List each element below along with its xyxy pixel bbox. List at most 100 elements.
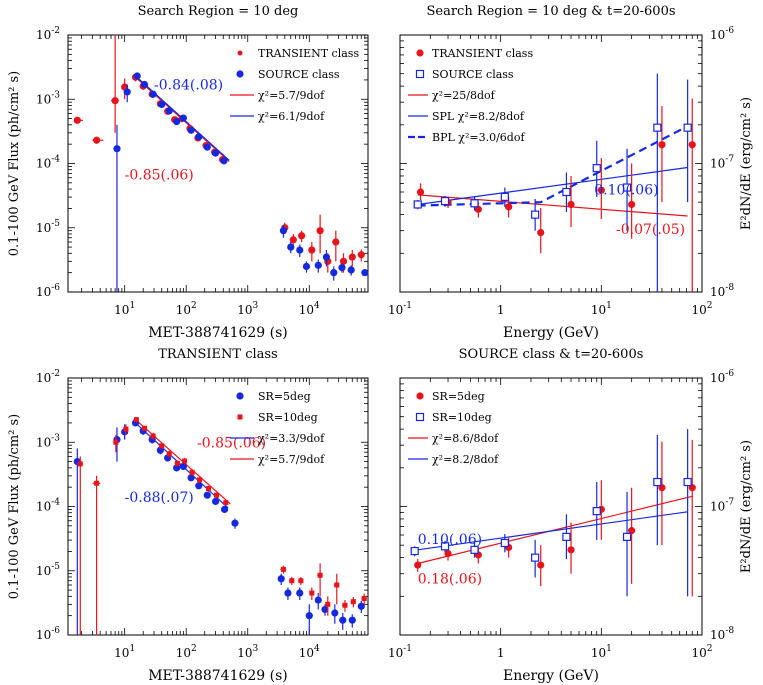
data-point: [500, 187, 509, 207]
marker-dot: [187, 126, 195, 134]
data-point: [470, 196, 479, 211]
data-point: [361, 269, 369, 277]
marker-dot: [628, 200, 636, 209]
data-point: [174, 460, 180, 467]
data-point: [347, 265, 355, 276]
data-point: [220, 505, 229, 514]
marker-dot: [123, 88, 131, 96]
marker-dot: [348, 616, 356, 624]
marker-dot: [331, 609, 339, 617]
data-point: [158, 442, 165, 450]
data-point: [123, 424, 129, 435]
y-tick-exp: -7: [725, 498, 734, 508]
x-axis-label: MET-388741629 (s): [148, 668, 288, 684]
x-tick-base: 10: [114, 646, 129, 660]
marker-dot: [314, 261, 322, 269]
x-tick-base: 10: [591, 646, 606, 660]
y-tick-label: 10-4: [36, 155, 60, 171]
marker-square: [500, 192, 509, 201]
data-point: [321, 604, 329, 616]
data-point: [287, 242, 295, 254]
marker-small-square: [182, 458, 188, 464]
legend-marker-dot: [236, 70, 244, 78]
data-point: [331, 604, 339, 624]
data-point: [317, 563, 323, 597]
marker-small-square: [77, 461, 83, 467]
data-point: [314, 259, 322, 273]
data-point: [197, 476, 203, 484]
data-point: [181, 457, 188, 465]
data-point: [440, 195, 450, 207]
data-point: [567, 522, 575, 574]
marker-small-square: [334, 582, 340, 588]
marker-dot: [537, 561, 545, 569]
y-tick-exp: -5: [51, 219, 60, 229]
x-tick-exp: 3: [253, 301, 259, 311]
data-point: [531, 539, 540, 578]
chart-title: Search Region = 10 deg & t=20-600s: [426, 4, 675, 19]
marker-dot: [165, 107, 173, 115]
marker-dot: [277, 575, 285, 583]
marker-dot: [321, 605, 329, 614]
fit-line-blue: [417, 511, 688, 551]
data-point: [305, 604, 313, 635]
data-point: [622, 148, 632, 231]
data-point: [150, 432, 156, 440]
marker-dot: [316, 227, 324, 235]
data-point: [628, 163, 636, 239]
data-point: [289, 576, 295, 586]
y-tick-exp: -3: [51, 433, 60, 443]
marker-dot: [179, 114, 187, 122]
marker-square: [413, 200, 422, 209]
data-point: [628, 487, 636, 584]
data-point: [195, 133, 203, 141]
slope-annotation: -0.07(.05): [616, 222, 685, 238]
data-point: [537, 208, 545, 254]
marker-dot: [537, 228, 545, 237]
y-tick-label: 10-8: [710, 626, 734, 642]
x-tick-base: 10: [388, 303, 403, 317]
legend-marker-small-square: [237, 414, 243, 420]
marker-small-square: [289, 578, 295, 584]
marker-dot: [357, 602, 365, 610]
y-tick-exp: -3: [51, 90, 60, 100]
data-point: [658, 441, 666, 546]
slope-annotation: -0.85(.06): [125, 167, 194, 183]
y-tick-base: 10: [710, 28, 725, 42]
marker-small-square: [123, 426, 129, 432]
marker-small-square: [361, 595, 367, 601]
x-tick-base: 1: [497, 646, 505, 660]
y-tick-base: 10: [36, 28, 51, 42]
data-point: [231, 518, 239, 529]
marker-square: [500, 538, 509, 548]
marker-small-square: [205, 486, 211, 492]
y-tick-base: 10: [710, 500, 725, 514]
data-point: [298, 576, 304, 586]
marker-dot: [173, 464, 181, 472]
marker-dot: [348, 253, 356, 261]
data-point: [77, 456, 83, 635]
marker-square: [622, 532, 632, 541]
data-point: [348, 250, 356, 267]
marker-dot: [347, 266, 355, 274]
legend-label: χ²=5.7/9dof: [258, 453, 325, 466]
data-point: [688, 98, 696, 292]
slope-annotation: 0.18(.06): [418, 572, 482, 588]
marker-small-square: [141, 425, 147, 431]
x-tick-base: 10: [176, 646, 191, 660]
y-tick-exp: -6: [51, 283, 60, 293]
y-tick-label: 10-6: [36, 626, 60, 642]
data-point: [205, 485, 211, 492]
x-tick-base: 10: [114, 303, 129, 317]
x-tick-label: 1: [497, 303, 505, 317]
marker-dot: [149, 90, 157, 98]
data-point: [211, 497, 220, 506]
marker-dot: [289, 236, 297, 244]
x-tick-label: 104: [299, 301, 320, 317]
plot-frame: [67, 377, 369, 636]
y-tick-label: 10-6: [710, 369, 734, 385]
marker-small-square: [280, 566, 286, 572]
y-tick-label: 10-3: [36, 433, 60, 449]
data-point: [416, 183, 425, 200]
y-tick-base: 10: [36, 285, 51, 299]
